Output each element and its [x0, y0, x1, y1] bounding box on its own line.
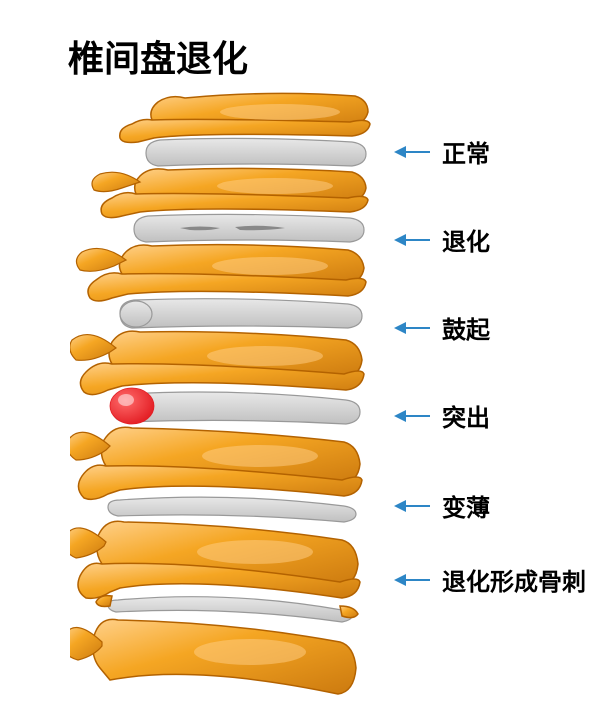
arrow-icon: [394, 415, 430, 417]
label-text: 鼓起: [442, 310, 490, 345]
disc-osteophyte: [96, 596, 358, 622]
label-thinning: 变薄: [394, 488, 490, 523]
label-herniated: 突出: [394, 398, 490, 433]
vertebra-4: [70, 331, 364, 394]
disc-thinning: [108, 497, 356, 522]
arrow-icon: [394, 505, 430, 507]
arrow-icon: [394, 239, 430, 241]
arrow-icon: [394, 579, 430, 581]
label-bulging: 鼓起: [394, 310, 490, 345]
vertebra-7: [70, 619, 356, 694]
label-text: 突出: [442, 398, 490, 433]
vertebra-1: [120, 93, 370, 142]
label-text: 退化: [442, 222, 490, 257]
vertebra-5: [70, 427, 362, 499]
vertebra-2: [92, 168, 368, 217]
diagram-title: 椎间盘退化: [68, 30, 248, 82]
arrow-icon: [394, 151, 430, 153]
disc-bulging: [120, 299, 362, 328]
disc-degenerated: [134, 214, 364, 242]
label-text: 正常: [442, 134, 490, 169]
vertebra-3: [76, 245, 366, 301]
arrow-icon: [394, 327, 430, 329]
spine-diagram: [70, 90, 380, 705]
disc-normal: [146, 138, 366, 166]
vertebra-6: [70, 521, 360, 598]
label-text: 退化形成骨刺: [442, 562, 586, 597]
label-text: 变薄: [442, 488, 490, 523]
label-degenerated: 退化: [394, 222, 490, 257]
disc-herniated: [110, 388, 360, 424]
label-normal: 正常: [394, 134, 490, 169]
label-osteophyte: 退化形成骨刺: [394, 562, 586, 597]
